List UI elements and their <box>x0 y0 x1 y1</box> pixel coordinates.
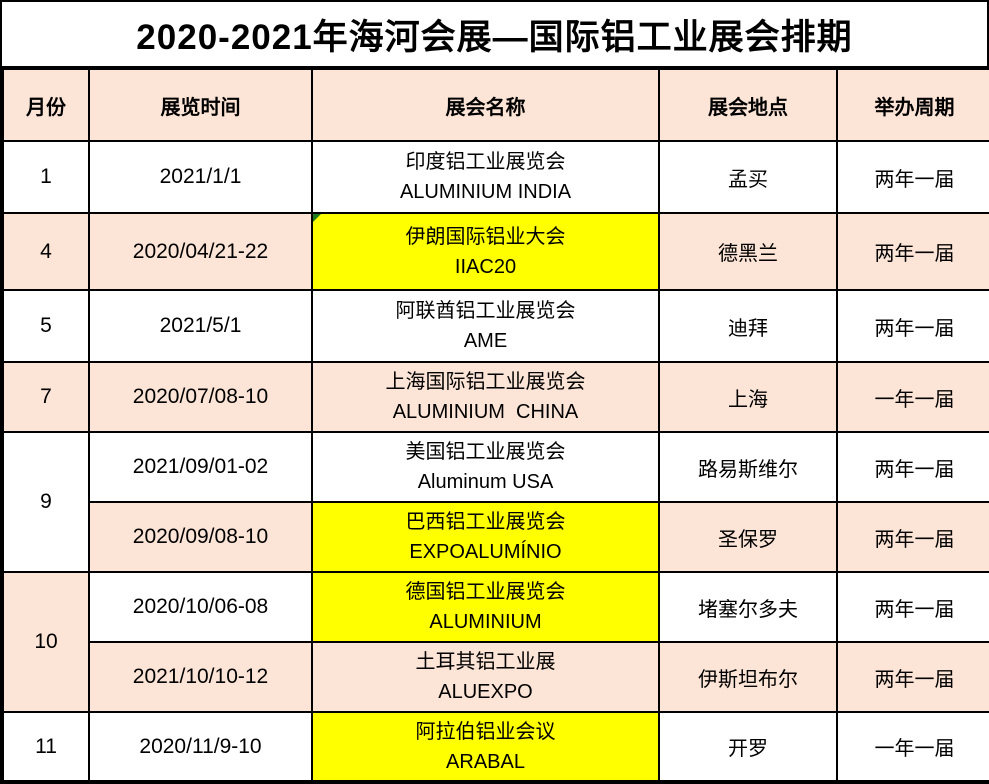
location-cell: 孟买 <box>658 140 838 214</box>
cycle-cell: 两年一届 <box>836 641 989 713</box>
month-cell: 9 <box>2 431 90 573</box>
exhibition-name-cn: 阿拉伯铝业会议 <box>415 720 556 743</box>
exhibition-name-en: Aluminum USA <box>417 471 554 493</box>
cycle-cell: 两年一届 <box>836 140 989 214</box>
month-cell: 4 <box>2 212 90 291</box>
table-row: 4 2020/04/21-22 伊朗国际铝业大会 IIAC20 德黑兰 两年一届 <box>2 212 989 291</box>
exhibition-name-cell: 伊朗国际铝业大会 IIAC20 <box>311 212 660 291</box>
exhibition-name-cn: 德国铝工业展览会 <box>405 581 566 603</box>
table-row: 10 2020/10/06-08 德国铝工业展览会 ALUMINIUM 堵塞尔多… <box>2 571 989 713</box>
month-cell: 10 <box>2 571 90 713</box>
exhibition-name-cell: 阿拉伯铝业会议 ARABAL <box>311 711 660 782</box>
exhibition-name-cn: 上海国际铝工业展览会 <box>385 371 586 393</box>
exhibition-name-cell: 美国铝工业展览会 Aluminum USA <box>311 431 660 503</box>
exhibition-name-cell: 印度铝工业展览会 ALUMINIUM INDIA <box>311 140 660 214</box>
location-cell: 圣保罗 <box>658 501 838 573</box>
location-cell: 上海 <box>658 361 838 433</box>
exhibition-name-en: ALUEXPO <box>438 681 533 703</box>
exhibition-name-cn: 伊朗国际铝业大会 <box>405 225 566 248</box>
cycle-cell: 两年一届 <box>836 501 989 573</box>
time-cell: 2021/09/01-02 <box>88 431 313 503</box>
time-cell: 2021/5/1 <box>88 289 313 363</box>
exhibition-name-cn: 土耳其铝工业展 <box>415 651 556 673</box>
location-cell: 堵塞尔多夫 <box>658 571 838 643</box>
column-header-cycle: 举办周期 <box>836 68 989 142</box>
cycle-cell: 两年一届 <box>836 212 989 291</box>
exhibition-name-en: ALUMINIUM <box>429 611 542 633</box>
time-cell: 2020/09/08-10 <box>88 501 313 573</box>
table-row: 11 2020/11/9-10 阿拉伯铝业会议 ARABAL 开罗 一年一届 <box>2 711 989 782</box>
table-row: 1 2021/1/1 印度铝工业展览会 ALUMINIUM INDIA 孟买 两… <box>2 140 989 214</box>
column-header-location: 展会地点 <box>658 68 838 142</box>
location-cell: 路易斯维尔 <box>658 431 838 503</box>
table-row: 5 2021/5/1 阿联酋铝工业展览会 AME 迪拜 两年一届 <box>2 289 989 363</box>
time-cell: 2021/1/1 <box>88 140 313 214</box>
exhibition-name-cell: 上海国际铝工业展览会 ALUMINIUM CHINA <box>311 361 660 433</box>
exhibition-name-cell: 阿联酋铝工业展览会 AME <box>311 289 660 363</box>
location-cell: 伊斯坦布尔 <box>658 641 838 713</box>
column-header-time: 展览时间 <box>88 68 313 142</box>
column-header-name: 展会名称 <box>311 68 660 142</box>
table-row: 9 2021/09/01-02 美国铝工业展览会 Aluminum USA 路易… <box>2 431 989 573</box>
location-cell: 迪拜 <box>658 289 838 363</box>
exhibition-name-cn: 印度铝工业展览会 <box>405 151 566 173</box>
table-row: 7 2020/07/08-10 上海国际铝工业展览会 ALUMINIUM CHI… <box>2 361 989 433</box>
cycle-cell: 两年一届 <box>836 431 989 503</box>
month-cell: 7 <box>2 361 90 433</box>
page-title: 2020-2021年海河会展—国际铝工业展会排期 <box>136 17 853 57</box>
time-cell: 2020/11/9-10 <box>88 711 313 782</box>
cycle-cell: 一年一届 <box>836 711 989 782</box>
exhibition-name-cn: 阿联酋铝工业展览会 <box>395 300 576 322</box>
month-cell: 5 <box>2 289 90 363</box>
month-cell: 1 <box>2 140 90 214</box>
exhibition-name-cell: 德国铝工业展览会 ALUMINIUM <box>311 571 660 643</box>
cycle-cell: 一年一届 <box>836 361 989 433</box>
time-cell: 2020/07/08-10 <box>88 361 313 433</box>
exhibition-name-en: ALUMINIUM INDIA <box>399 181 572 203</box>
cycle-cell: 两年一届 <box>836 571 989 643</box>
exhibition-name-en: AME <box>463 330 508 352</box>
header-row: 月份 展览时间 展会名称 展会地点 举办周期 <box>2 68 989 142</box>
time-cell: 2020/10/06-08 <box>88 571 313 643</box>
green-triangle-icon <box>313 214 321 222</box>
table-row: 2020/09/08-10 巴西铝工业展览会 EXPOALUMÍNIO 圣保罗 … <box>3 501 989 573</box>
exhibition-name-cn: 美国铝工业展览会 <box>405 441 566 463</box>
cycle-cell: 两年一届 <box>836 289 989 363</box>
exhibition-name-cell: 巴西铝工业展览会 EXPOALUMÍNIO <box>311 501 660 573</box>
exhibition-name-en: ARABAL <box>446 750 525 773</box>
exhibition-name-en: IIAC20 <box>454 255 517 278</box>
location-cell: 开罗 <box>658 711 838 782</box>
exhibition-name-en: EXPOALUMÍNIO <box>409 541 562 563</box>
exhibition-name-en: ALUMINIUM CHINA <box>392 401 579 423</box>
time-cell: 2020/04/21-22 <box>88 212 313 291</box>
time-cell: 2021/10/10-12 <box>88 641 313 713</box>
table-row: 2021/10/10-12 土耳其铝工业展 ALUEXPO 伊斯坦布尔 两年一届 <box>3 641 989 713</box>
exhibition-name-cell: 土耳其铝工业展 ALUEXPO <box>311 641 660 713</box>
exhibition-name-cn: 巴西铝工业展览会 <box>405 511 566 533</box>
location-cell: 德黑兰 <box>658 212 838 291</box>
month-cell: 11 <box>2 711 90 782</box>
title-bar: 2020-2021年海河会展—国际铝工业展会排期 <box>2 2 987 68</box>
column-header-month: 月份 <box>2 68 90 142</box>
schedule-table: 月份 展览时间 展会名称 展会地点 举办周期 1 2021/1/1 印度铝工业展… <box>2 68 989 782</box>
